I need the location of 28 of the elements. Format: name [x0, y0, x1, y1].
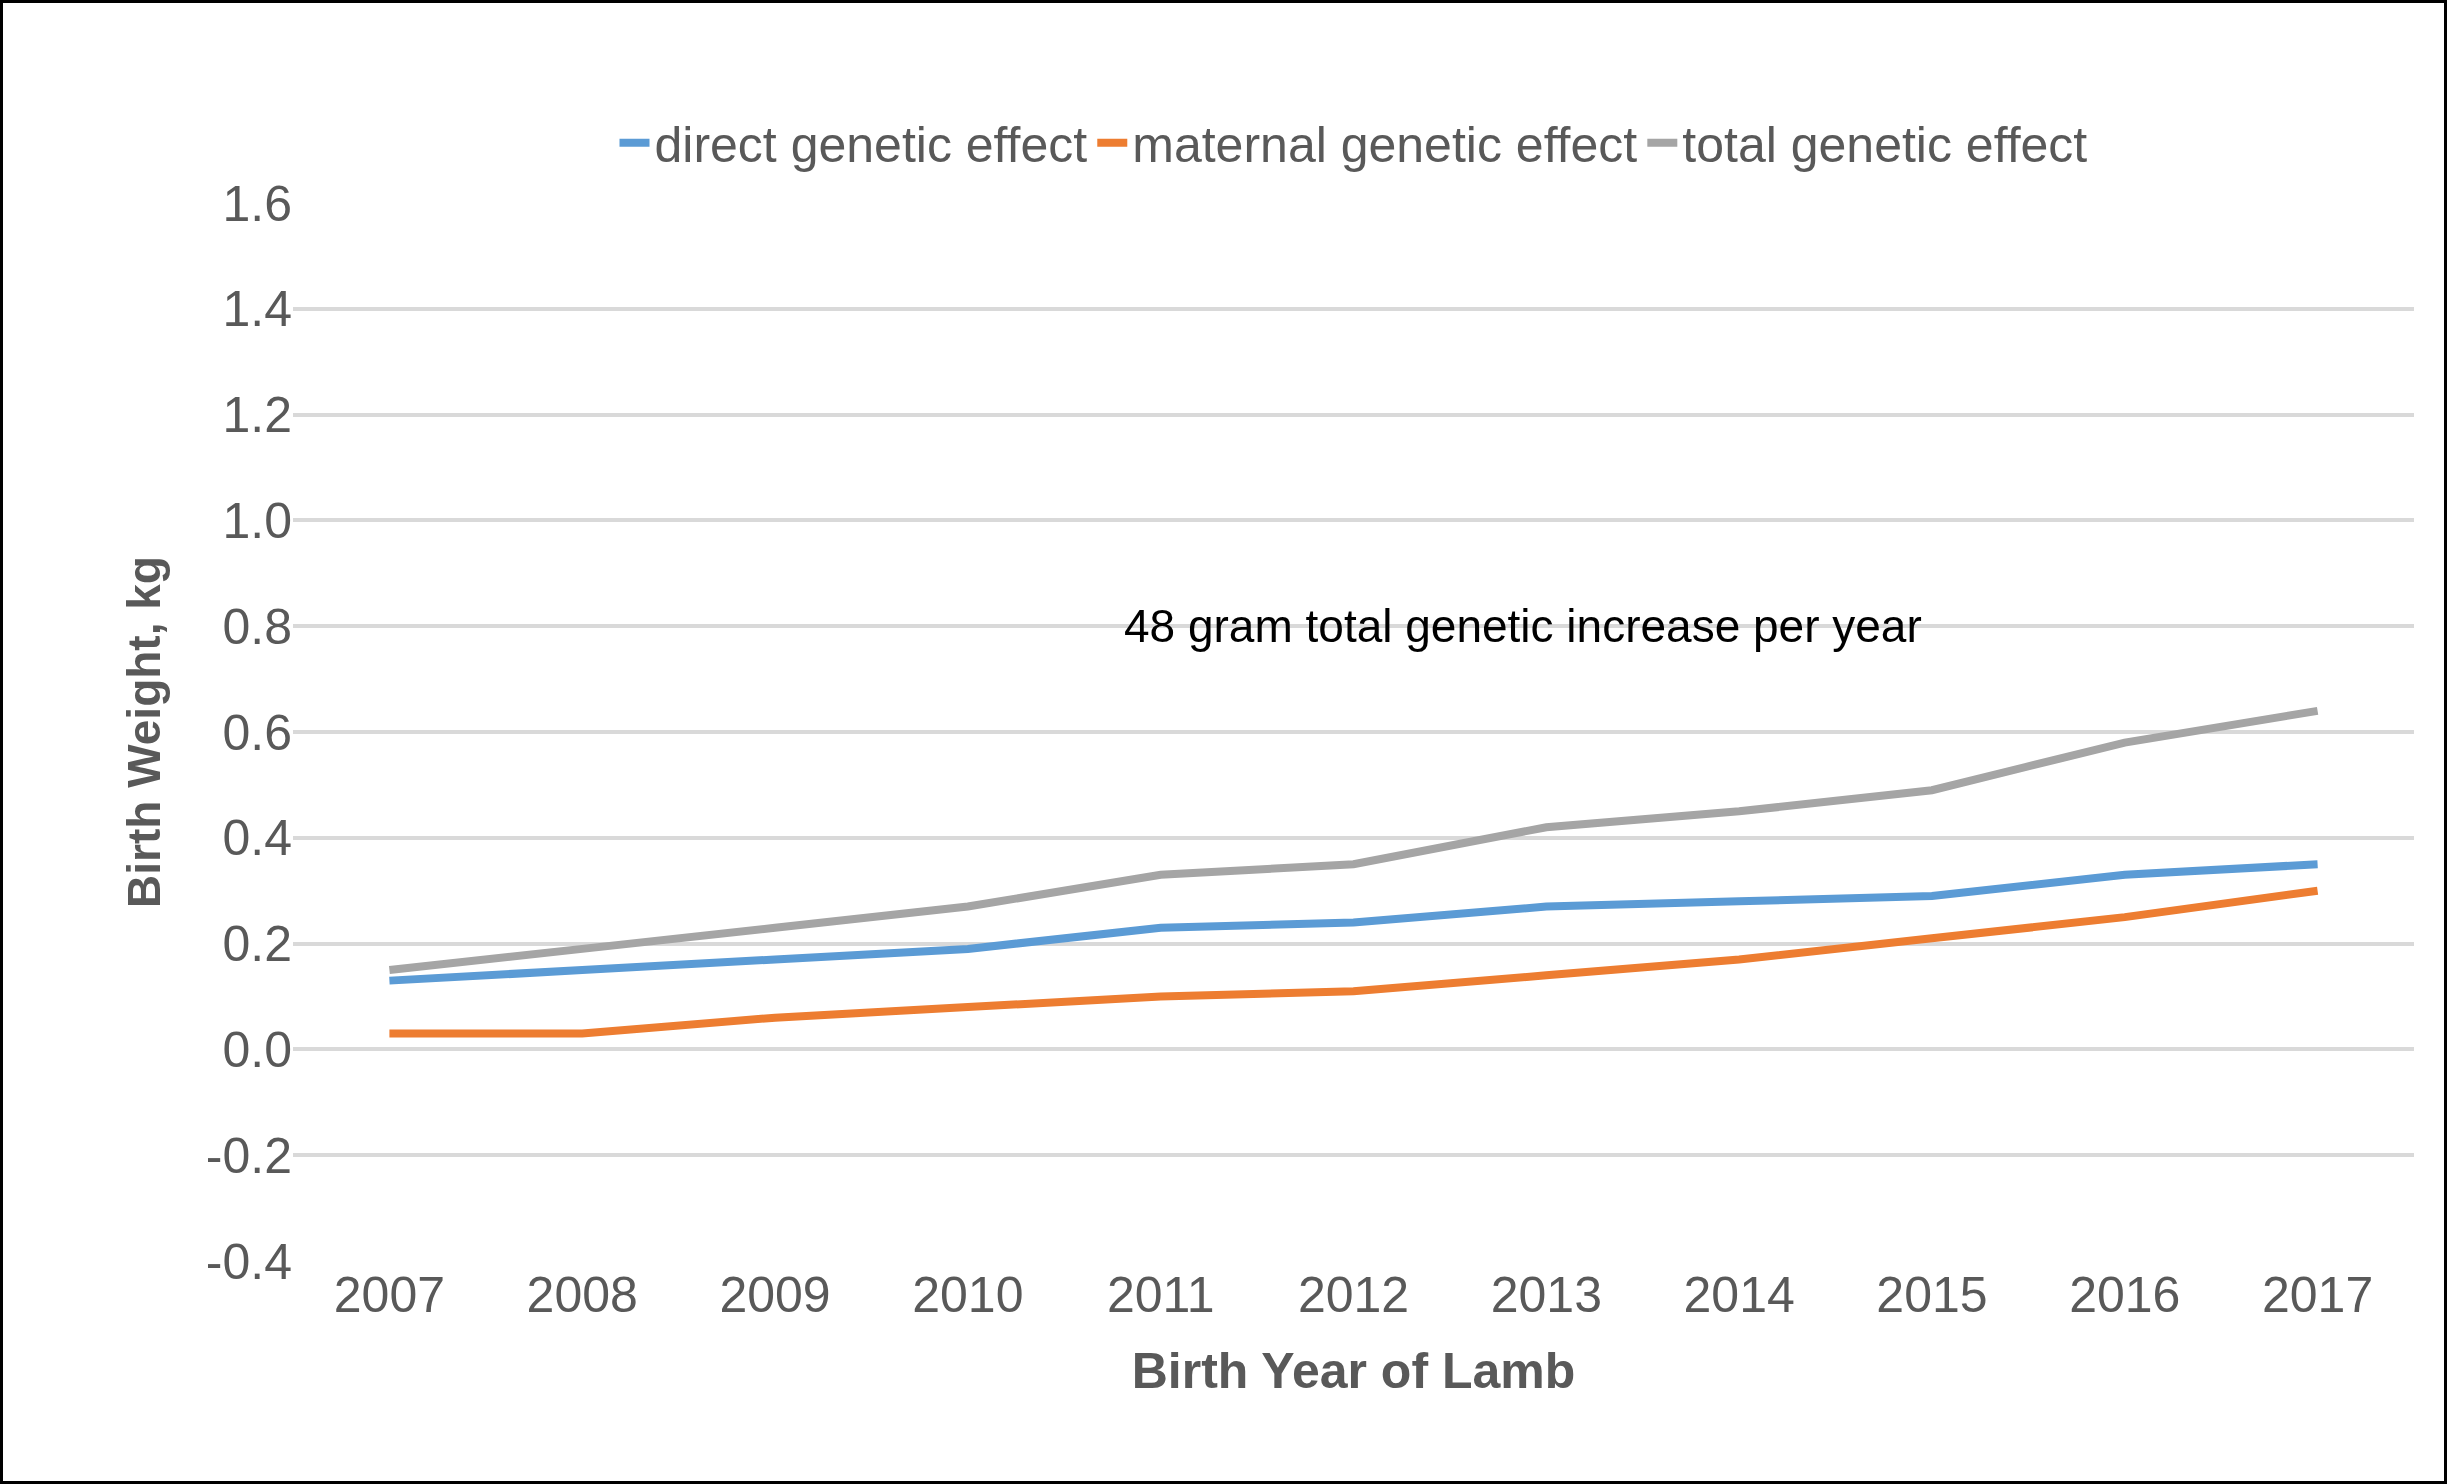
y-tick-label: 0.4: [222, 810, 292, 867]
x-tick-label: 2007: [333, 1267, 446, 1323]
x-tick-label: 2011: [1106, 1267, 1215, 1323]
y-tick-label: 0.2: [222, 916, 292, 973]
x-tick-label: 2016: [2069, 1267, 2181, 1323]
y-tick-label: 0.6: [222, 704, 292, 761]
y-tick-label: 0.0: [222, 1021, 292, 1078]
y-tick-label: 0.8: [222, 598, 292, 655]
y-tick-label: 1.0: [222, 492, 292, 549]
legend-label: direct genetic effect: [654, 117, 1088, 174]
x-tick-label: 2017: [2261, 1267, 2374, 1323]
x-axis-title: Birth Year of Lamb: [1131, 1342, 1576, 1399]
y-axis-title: Birth Weight, kg: [118, 556, 171, 908]
x-tick-label: 2012: [1297, 1267, 1410, 1323]
x-tick-label: 2009: [719, 1267, 831, 1323]
y-tick-label: -0.2: [205, 1127, 292, 1184]
x-tick-label: 2014: [1683, 1267, 1795, 1323]
annotation: 48 gram total genetic increase per year: [1124, 600, 1922, 652]
y-tick-label: -0.4: [205, 1233, 292, 1290]
legend-label: total genetic effect: [1682, 117, 2088, 174]
y-tick-label: 1.2: [222, 387, 292, 444]
x-tick-label: 2013: [1490, 1267, 1602, 1323]
y-tick-label: 1.4: [222, 281, 292, 338]
legend-label: maternal genetic effect: [1132, 117, 1638, 174]
x-tick-label: 2010: [912, 1267, 1024, 1323]
y-tick-label: 1.6: [222, 175, 292, 232]
x-tick-label: 2008: [526, 1267, 638, 1323]
x-tick-label: 2015: [1876, 1267, 1988, 1323]
